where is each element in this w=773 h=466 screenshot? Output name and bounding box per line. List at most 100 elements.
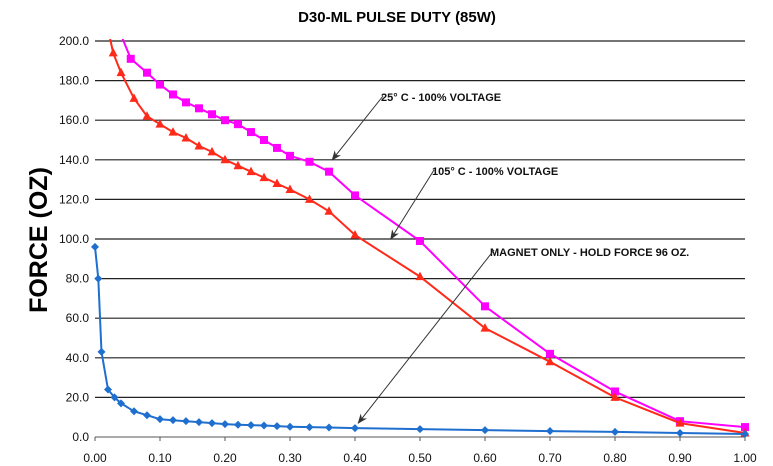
data-point [208, 110, 216, 119]
data-point [351, 191, 359, 200]
x-tick-label: 0.20 [213, 451, 237, 465]
data-point [305, 157, 314, 166]
annotation-arrow [390, 169, 435, 240]
data-point [220, 154, 230, 164]
data-point [130, 407, 138, 416]
data-point [114, 23, 122, 31]
x-tick-label: 0.80 [603, 451, 627, 465]
x-tick-label: 0.10 [148, 451, 172, 465]
data-point [273, 422, 281, 431]
data-point [259, 172, 269, 182]
data-point [260, 421, 268, 430]
y-tick-label: 20.0 [66, 390, 90, 404]
data-point [351, 424, 359, 433]
x-tick-label: 0.90 [668, 451, 692, 465]
data-point [117, 399, 125, 408]
data-point [285, 184, 295, 193]
y-tick-label: 180.0 [59, 74, 89, 88]
data-point [221, 116, 229, 125]
data-point [126, 54, 135, 63]
data-point [142, 111, 152, 120]
data-point [611, 427, 619, 436]
data-point [94, 274, 103, 283]
data-point [610, 392, 620, 401]
y-tick-label: 100.0 [59, 232, 89, 246]
annotation-105c: 105° C - 100% VOLTAGE [432, 166, 558, 178]
y-tick-label: 40.0 [66, 351, 90, 365]
data-point [305, 194, 314, 203]
data-point [286, 151, 294, 160]
data-point [116, 67, 126, 77]
chart-title: D30-ML PULSE DUTY (85W) [298, 9, 496, 26]
data-point [741, 423, 749, 432]
data-point [305, 423, 314, 432]
data-point [97, 347, 106, 356]
x-tick-labels: 0.00 0.10 0.20 0.30 0.40 0.50 0.60 0.70 0.80 0.90… [83, 437, 757, 465]
data-point [416, 236, 424, 245]
y-tick-label: 0.0 [72, 430, 89, 444]
y-tick-labels: 0.0 20.0 40.0 60.0 80.0 100.0 120.0 140.0 160.0 1… [59, 34, 89, 444]
data-point [208, 419, 216, 428]
y-tick-label: 140.0 [59, 153, 89, 167]
annotations: 25° C - 100% VOLTAGE 105° C - 100% VOLTA… [331, 92, 689, 424]
data-point [207, 146, 217, 156]
data-point [480, 323, 490, 332]
data-point [234, 420, 242, 429]
x-tick-label: 0.00 [83, 451, 107, 465]
y-tick-label: 80.0 [66, 272, 90, 286]
data-point [481, 426, 489, 435]
data-point [221, 420, 229, 429]
data-point [675, 418, 685, 427]
data-point [416, 425, 424, 434]
data-point [155, 119, 165, 128]
data-point [546, 427, 554, 436]
y-tick-label: 60.0 [66, 311, 90, 325]
data-point [325, 423, 333, 432]
data-point [169, 90, 177, 99]
data-series [91, 23, 750, 439]
x-tick-label: 0.60 [473, 451, 497, 465]
data-point [195, 418, 203, 427]
data-point [247, 128, 255, 137]
data-point [168, 127, 178, 136]
y-tick-label: 160.0 [59, 113, 89, 127]
data-point [156, 80, 164, 89]
data-point [129, 93, 139, 102]
data-point [260, 136, 268, 144]
data-point [545, 356, 555, 366]
series-line [94, 246, 746, 435]
data-point [143, 411, 151, 420]
data-point [247, 421, 255, 430]
data-point [143, 68, 151, 77]
data-point [272, 178, 282, 188]
data-point [611, 387, 619, 396]
data-point [546, 349, 554, 358]
data-point [169, 416, 177, 425]
x-tick-label: 0.30 [278, 451, 302, 465]
data-point [110, 393, 119, 402]
data-point [415, 271, 425, 281]
data-point [181, 133, 191, 142]
data-point [195, 104, 203, 113]
series-line [121, 39, 746, 429]
data-point [273, 143, 281, 152]
data-point [105, 30, 114, 39]
series-2 [91, 242, 749, 439]
annotation-magnet: MAGNET ONLY - HOLD FORCE 96 OZ. [490, 247, 689, 259]
series-1 [105, 30, 750, 437]
y-tick-label: 120.0 [59, 192, 89, 206]
data-point [286, 422, 294, 431]
data-point [104, 385, 112, 394]
data-point [234, 120, 242, 129]
data-point [246, 166, 256, 176]
data-point [676, 429, 684, 438]
x-tick-label: 0.40 [343, 451, 367, 465]
data-point [325, 167, 333, 176]
data-point [108, 47, 118, 57]
x-tick-label: 0.70 [538, 451, 562, 465]
data-point [481, 302, 489, 311]
annotation-arrow [331, 95, 384, 161]
y-axis-label: FORCE (OZ) [25, 167, 53, 313]
data-point [233, 160, 243, 170]
